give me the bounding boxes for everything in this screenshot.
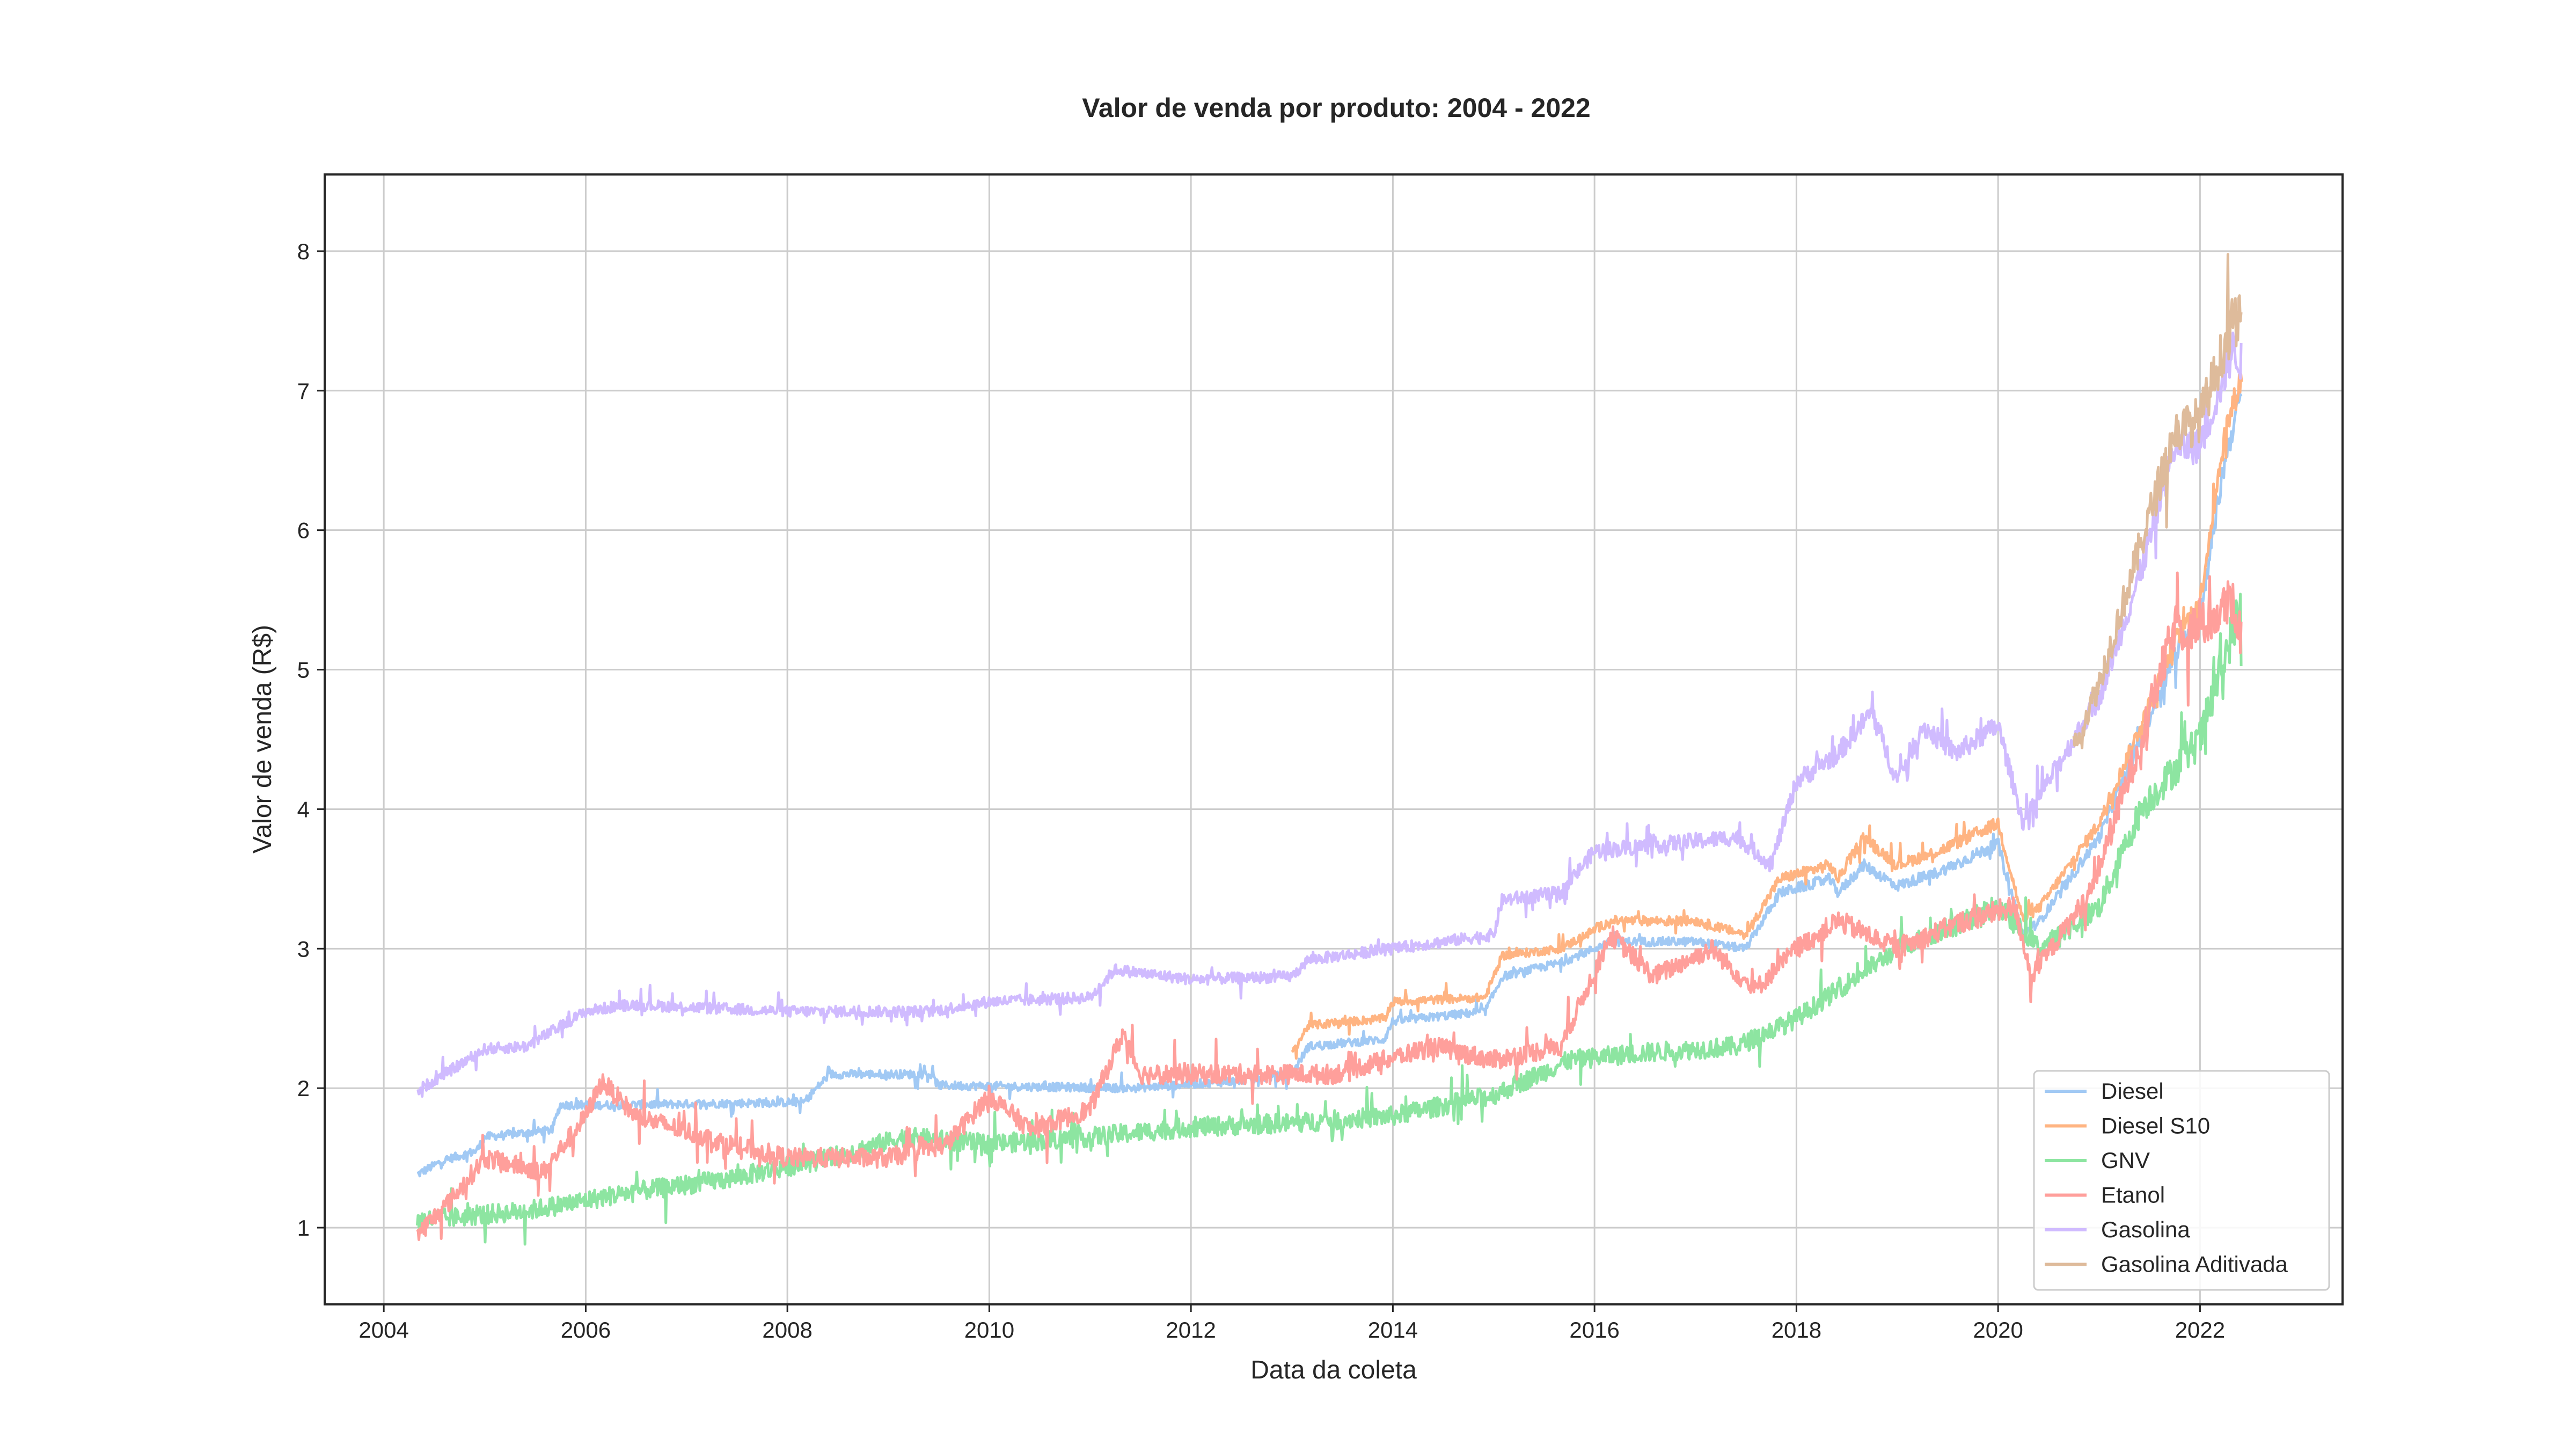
legend-label: GNV bbox=[2101, 1148, 2150, 1173]
x-tick-label: 2018 bbox=[1772, 1317, 1821, 1342]
x-tick-label: 2020 bbox=[1973, 1317, 2023, 1342]
plot-frame bbox=[324, 173, 2344, 1305]
y-tick-label: 1 bbox=[297, 1215, 310, 1241]
legend: Diesel Diesel S10 GNV Etanol Gasolina Gasolin… bbox=[2033, 1070, 2330, 1291]
x-axis-label: Data da coleta bbox=[1250, 1356, 1417, 1384]
y-tick-label: 7 bbox=[297, 378, 310, 404]
legend-label: Diesel S10 bbox=[2101, 1113, 2210, 1139]
series-line bbox=[1291, 373, 2243, 1060]
legend-label: Gasolina Aditivada bbox=[2101, 1252, 2288, 1277]
x-tick-label: 2022 bbox=[2175, 1317, 2225, 1342]
x-tick-label: 2006 bbox=[561, 1317, 611, 1342]
legend-box bbox=[2033, 1070, 2330, 1291]
x-tick-label: 2008 bbox=[762, 1317, 812, 1342]
legend-label: Gasolina bbox=[2101, 1217, 2190, 1242]
x-tick-label: 2010 bbox=[964, 1317, 1014, 1342]
series-lines bbox=[415, 253, 2243, 1246]
chart-title: Valor de venda por produto: 2004 - 2022 bbox=[1082, 93, 1591, 123]
grid-lines bbox=[325, 174, 2343, 1304]
series-line bbox=[415, 593, 2243, 1246]
y-axis: 1 2 3 4 5 6 7 8 bbox=[297, 239, 325, 1241]
series-line bbox=[416, 571, 2243, 1241]
y-tick-label: 2 bbox=[297, 1076, 310, 1101]
y-axis-label: Valor de venda (R$) bbox=[248, 625, 277, 853]
x-tick-label: 2016 bbox=[1569, 1317, 1619, 1342]
y-tick-label: 3 bbox=[297, 936, 310, 961]
y-tick-label: 6 bbox=[297, 518, 310, 543]
series-line bbox=[2072, 253, 2243, 749]
x-axis: 2004 2006 2008 2010 2012 2014 2016 2018 2020 2022 bbox=[358, 1304, 2225, 1342]
x-tick-label: 2014 bbox=[1368, 1317, 1418, 1342]
legend-label: Etanol bbox=[2101, 1183, 2165, 1208]
x-tick-label: 2004 bbox=[358, 1317, 408, 1342]
series-line bbox=[416, 392, 2243, 1178]
y-tick-label: 8 bbox=[297, 239, 310, 264]
y-tick-label: 4 bbox=[297, 797, 310, 822]
series-line bbox=[416, 331, 2243, 1098]
y-tick-label: 5 bbox=[297, 658, 310, 683]
x-tick-label: 2012 bbox=[1166, 1317, 1216, 1342]
legend-label: Diesel bbox=[2101, 1078, 2164, 1104]
